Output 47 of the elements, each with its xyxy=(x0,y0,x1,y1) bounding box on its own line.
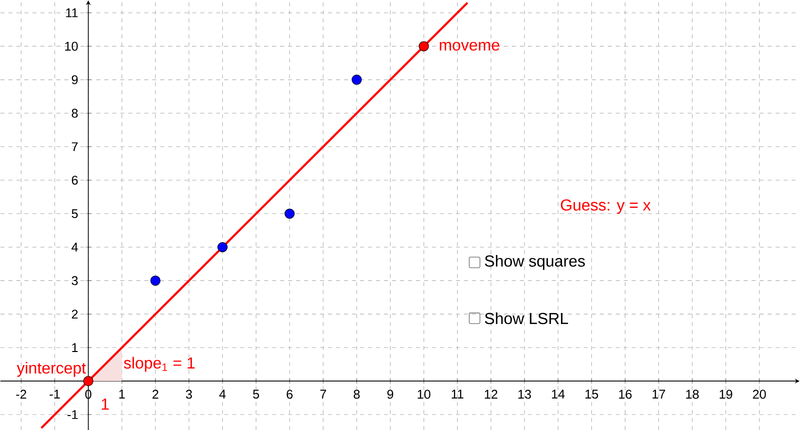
x-tick-label: 11 xyxy=(452,390,464,398)
x-tick-label: 13 xyxy=(518,390,531,399)
y-tick-label: 11 xyxy=(66,8,78,17)
y-tick-label: 6 xyxy=(72,176,78,184)
y-tick-label: 9 xyxy=(72,75,78,84)
annotation: Show LSRL xyxy=(484,312,568,324)
x-tick-label: 2 xyxy=(152,390,158,398)
x-tick-label: 16 xyxy=(619,390,632,399)
point xyxy=(150,275,160,286)
annotation: Guess: y = x xyxy=(560,199,651,214)
y-tick-label: 7 xyxy=(72,142,78,151)
x-tick-label: 19 xyxy=(720,390,732,399)
y-tick-label: 2 xyxy=(72,310,78,318)
x-tick-label: 17 xyxy=(652,390,666,398)
y-tick-label: 10 xyxy=(65,42,78,51)
annotation: 1 xyxy=(102,398,109,410)
x-tick-label: 10 xyxy=(418,390,430,399)
annotation: Show squares xyxy=(484,254,585,270)
x-tick-label: 7 xyxy=(320,390,326,398)
x-tick-label: 14 xyxy=(552,390,565,398)
x-tick-label: 12 xyxy=(484,390,498,398)
y-tick-label: 5 xyxy=(72,209,78,218)
x-tick-label: 5 xyxy=(253,390,260,398)
x-tick-label: -1 xyxy=(50,390,60,398)
point xyxy=(352,74,362,85)
y-tick-label: 3 xyxy=(72,276,78,285)
x-tick-label: 20 xyxy=(752,390,766,399)
point xyxy=(83,376,94,386)
point xyxy=(284,208,295,219)
annotation: yintercept xyxy=(16,362,86,377)
x-tick-label: 6 xyxy=(286,390,293,399)
x-tick-label: 3 xyxy=(186,390,192,399)
y-tick-label: 4 xyxy=(72,242,78,252)
x-tick-label: 4 xyxy=(219,390,226,398)
annotation: slope$_{1}$ = 1 xyxy=(124,356,195,372)
y-tick-label: 1 xyxy=(72,343,78,352)
point xyxy=(418,41,429,52)
x-tick-label: 8 xyxy=(354,390,360,399)
x-tick-label: 18 xyxy=(686,390,699,399)
x-tick-label: 9 xyxy=(387,390,394,399)
y-tick-label: 8 xyxy=(72,108,78,118)
x-tick-label: -2 xyxy=(16,390,26,398)
point xyxy=(217,242,228,252)
annotation: moveme xyxy=(440,42,500,50)
x-tick-label: 15 xyxy=(586,390,598,398)
x-tick-label: 1 xyxy=(119,390,125,398)
y-tick-label: -1 xyxy=(68,410,78,419)
